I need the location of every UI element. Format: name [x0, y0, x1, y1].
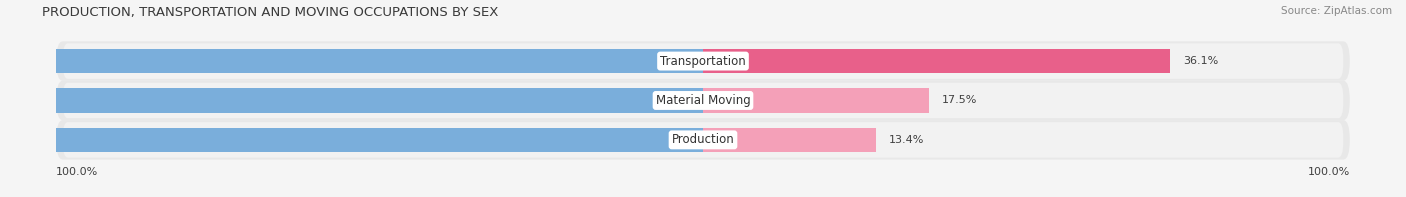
Bar	[703, 128, 876, 152]
Text: 100.0%: 100.0%	[56, 167, 98, 177]
Text: 13.4%: 13.4%	[889, 135, 925, 145]
Text: Source: ZipAtlas.com: Source: ZipAtlas.com	[1281, 6, 1392, 16]
FancyBboxPatch shape	[56, 41, 1350, 81]
Text: Material Moving: Material Moving	[655, 94, 751, 107]
Bar	[0, 128, 703, 152]
FancyBboxPatch shape	[63, 43, 1343, 79]
Bar	[703, 49, 1170, 73]
Bar	[0, 49, 703, 73]
Text: Transportation: Transportation	[661, 55, 745, 68]
FancyBboxPatch shape	[63, 122, 1343, 158]
Text: 100.0%: 100.0%	[1308, 167, 1350, 177]
FancyBboxPatch shape	[56, 120, 1350, 160]
Bar	[0, 88, 703, 113]
FancyBboxPatch shape	[56, 81, 1350, 120]
Text: Production: Production	[672, 133, 734, 146]
Bar	[703, 88, 929, 113]
Text: 17.5%: 17.5%	[942, 96, 977, 105]
Text: PRODUCTION, TRANSPORTATION AND MOVING OCCUPATIONS BY SEX: PRODUCTION, TRANSPORTATION AND MOVING OC…	[42, 6, 499, 19]
Text: 36.1%: 36.1%	[1182, 56, 1218, 66]
FancyBboxPatch shape	[63, 83, 1343, 118]
